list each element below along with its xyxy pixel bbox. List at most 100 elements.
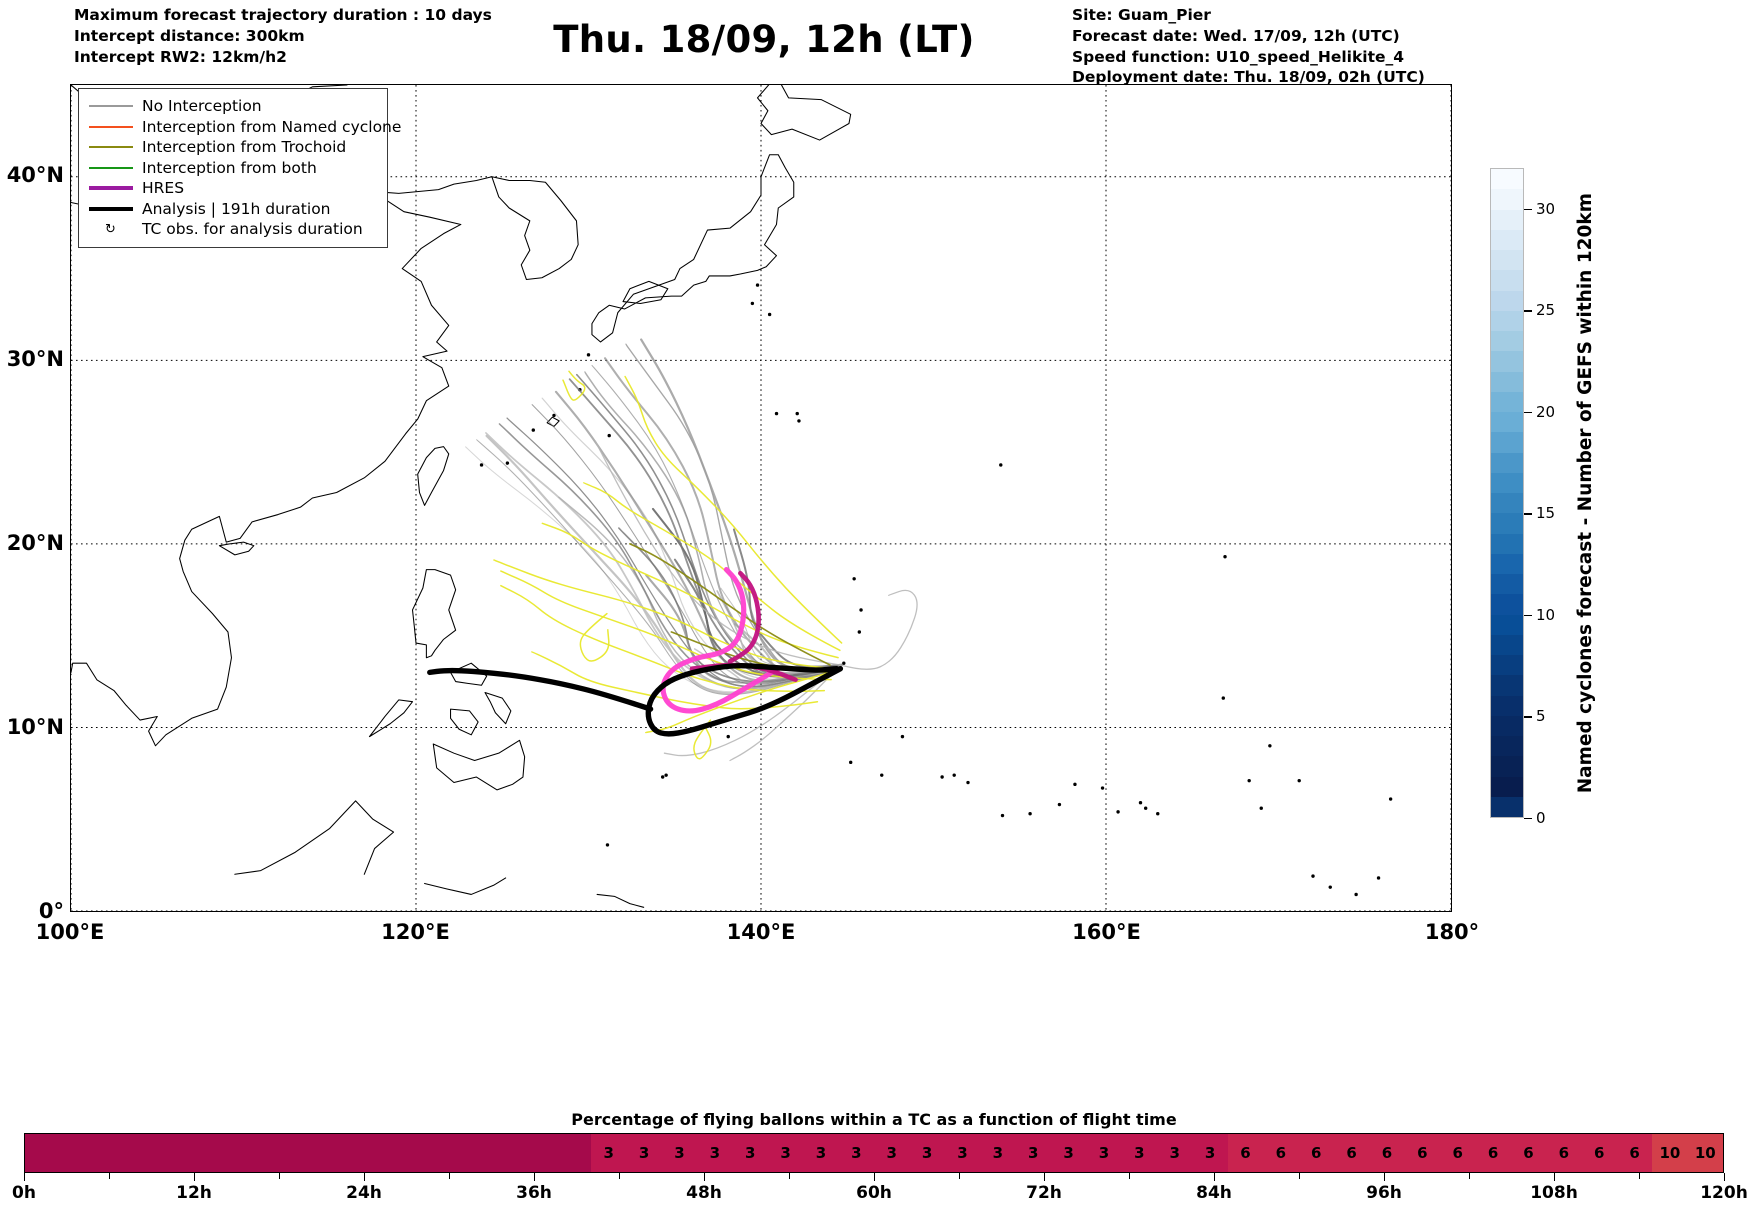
time-axis-label: 120h: [1700, 1183, 1748, 1203]
lon-tick-label: 160°E: [1072, 920, 1141, 944]
percentage-bar-cell[interactable]: 3: [591, 1134, 627, 1172]
percentage-bar-cell[interactable]: 6: [1333, 1134, 1370, 1172]
colorbar-segment: [1491, 493, 1523, 514]
legend-item-label: Interception from Named cyclone: [142, 117, 402, 136]
colorbar-title: Named cyclones forecast - Number of GEFS…: [1570, 168, 1600, 818]
percentage-bar-cell[interactable]: [555, 1134, 591, 1172]
percentage-bar-cell[interactable]: [166, 1134, 202, 1172]
percentage-bar-cell[interactable]: 3: [803, 1134, 839, 1172]
percentage-bar-cell[interactable]: [25, 1134, 61, 1172]
time-axis-tick: [194, 1173, 196, 1181]
legend-item-label: Analysis | 191h duration: [142, 199, 331, 218]
header-left-block: Maximum forecast trajectory duration : 1…: [74, 5, 492, 67]
page-title-text: Thu. 18/09, 12h (LT): [553, 18, 975, 61]
legend-item[interactable]: Interception from Trochoid: [87, 137, 378, 158]
map-canvas: [71, 85, 1451, 911]
percentage-bar-cell[interactable]: 6: [1404, 1134, 1440, 1172]
colorbar-segment: [1491, 614, 1523, 635]
colorbar-tick: [1524, 614, 1532, 617]
percentage-bar-cell[interactable]: [272, 1134, 308, 1172]
time-axis-minor-tick: [1469, 1173, 1471, 1179]
percentage-bar-cell[interactable]: 6: [1546, 1134, 1582, 1172]
percentage-bar-cell[interactable]: 3: [838, 1134, 874, 1172]
percentage-bar-cell[interactable]: [237, 1134, 273, 1172]
time-axis-label: 36h: [516, 1183, 552, 1203]
percentage-bar-cell[interactable]: [60, 1134, 96, 1172]
header-site: Site: Guam_Pier: [1072, 6, 1211, 24]
percentage-bar-cell[interactable]: 6: [1298, 1134, 1334, 1172]
percentage-bar-cell[interactable]: [520, 1134, 556, 1172]
percentage-bar-cell[interactable]: 6: [1475, 1134, 1511, 1172]
colorbar-segment: [1491, 452, 1523, 473]
legend-item[interactable]: HRES: [87, 178, 378, 199]
percentage-bar-cell[interactable]: 6: [1616, 1134, 1653, 1172]
colorbar-segment: [1491, 594, 1523, 615]
colorbar-segment: [1491, 695, 1523, 716]
time-axis-tick: [1384, 1173, 1386, 1181]
colorbar-tick: [1524, 208, 1532, 211]
legend-item[interactable]: Analysis | 191h duration: [87, 199, 378, 220]
percentage-bar-cell[interactable]: [131, 1134, 167, 1172]
colorbar[interactable]: 0 5 10 15 20 25 30: [1490, 168, 1555, 827]
percentage-bar-cell[interactable]: 10: [1687, 1134, 1723, 1172]
percentage-bar-cell[interactable]: 6: [1227, 1134, 1264, 1172]
percentage-bar-cell[interactable]: 3: [980, 1134, 1016, 1172]
percentage-bar-cell[interactable]: 6: [1369, 1134, 1405, 1172]
percentage-bar-cell[interactable]: 3: [909, 1134, 945, 1172]
legend-swatch-icon: [87, 206, 134, 211]
percentage-bar-cell[interactable]: [95, 1134, 132, 1172]
percentage-bar-cell[interactable]: [343, 1134, 379, 1172]
percentage-bar-cell[interactable]: 3: [1050, 1134, 1087, 1172]
percentage-bar-cell[interactable]: 6: [1263, 1134, 1299, 1172]
percentage-bar-cell[interactable]: 6: [1581, 1134, 1617, 1172]
percentage-bar-cell[interactable]: [308, 1134, 344, 1172]
percentage-bar-title: Percentage of flying ballons within a TC…: [571, 1110, 1177, 1129]
percentage-bar[interactable]: 3 3 3 3 3 3 3 3 3 3 3 3 3 3 3 3 3 3 6 6 6 6 6 6 6 6 6 6 6 6 10 10: [24, 1133, 1724, 1173]
header-intercept-distance: Intercept distance: 300km: [74, 26, 305, 45]
header-max-duration: Maximum forecast trajectory duration : 1…: [74, 6, 492, 24]
percentage-bar-cell[interactable]: 3: [697, 1134, 733, 1172]
time-axis-minor-tick: [789, 1173, 791, 1179]
lat-tick-label: 20°N: [6, 531, 64, 555]
percentage-bar-cell[interactable]: 3: [1157, 1134, 1193, 1172]
percentage-bar-cell[interactable]: 3: [767, 1134, 804, 1172]
legend-item-label: TC obs. for analysis duration: [142, 220, 363, 239]
colorbar-segment: [1491, 533, 1523, 554]
percentage-bar-cell[interactable]: [449, 1134, 485, 1172]
colorbar-segment: [1491, 412, 1523, 433]
time-axis-label: 24h: [346, 1183, 382, 1203]
percentage-bar-cell[interactable]: 3: [1015, 1134, 1051, 1172]
percentage-bar-cell[interactable]: 6: [1440, 1134, 1476, 1172]
percentage-bar-cell[interactable]: 3: [732, 1134, 768, 1172]
percentage-bar-cell[interactable]: 3: [1192, 1134, 1228, 1172]
legend-line-icon: [88, 105, 133, 108]
legend-item[interactable]: No Interception: [87, 96, 378, 117]
legend-item-label: Interception from Trochoid: [142, 138, 347, 157]
header-deployment-date: Deployment date: Thu. 18/09, 02h (UTC): [1072, 68, 1425, 87]
legend-item[interactable]: Interception from Named cyclone: [87, 117, 401, 138]
percentage-bar-cell[interactable]: 3: [1121, 1134, 1157, 1172]
percentage-bar-cell[interactable]: [484, 1134, 521, 1172]
percentage-bar-cell[interactable]: [201, 1134, 238, 1172]
percentage-bar-cell[interactable]: 10: [1652, 1134, 1688, 1172]
colorbar-segment: [1491, 189, 1523, 210]
legend-item[interactable]: ↻ TC obs. for analysis duration: [87, 219, 378, 240]
percentage-bar-cell[interactable]: 6: [1510, 1134, 1547, 1172]
colorbar-tick: [1524, 411, 1532, 414]
lat-tick-label: 10°N: [6, 715, 64, 739]
legend-item[interactable]: Interception from both: [87, 158, 378, 179]
lon-tick-label: 120°E: [381, 920, 450, 944]
lon-tick-label: 180°: [1424, 920, 1480, 944]
colorbar-tick-label: 20: [1536, 402, 1556, 421]
percentage-bar-cell[interactable]: 3: [874, 1134, 910, 1172]
colorbar-segment: [1491, 756, 1523, 777]
percentage-bar-cell[interactable]: 3: [944, 1134, 981, 1172]
page-title: Thu. 18/09, 12h (LT): [0, 18, 1748, 61]
legend-line-icon: [88, 146, 133, 149]
colorbar-segment: [1491, 432, 1523, 453]
percentage-bar-cell[interactable]: 3: [626, 1134, 662, 1172]
percentage-bar-cell[interactable]: [378, 1134, 415, 1172]
percentage-bar-cell[interactable]: 3: [1086, 1134, 1122, 1172]
percentage-bar-cell[interactable]: 3: [661, 1134, 698, 1172]
percentage-bar-cell[interactable]: [414, 1134, 450, 1172]
